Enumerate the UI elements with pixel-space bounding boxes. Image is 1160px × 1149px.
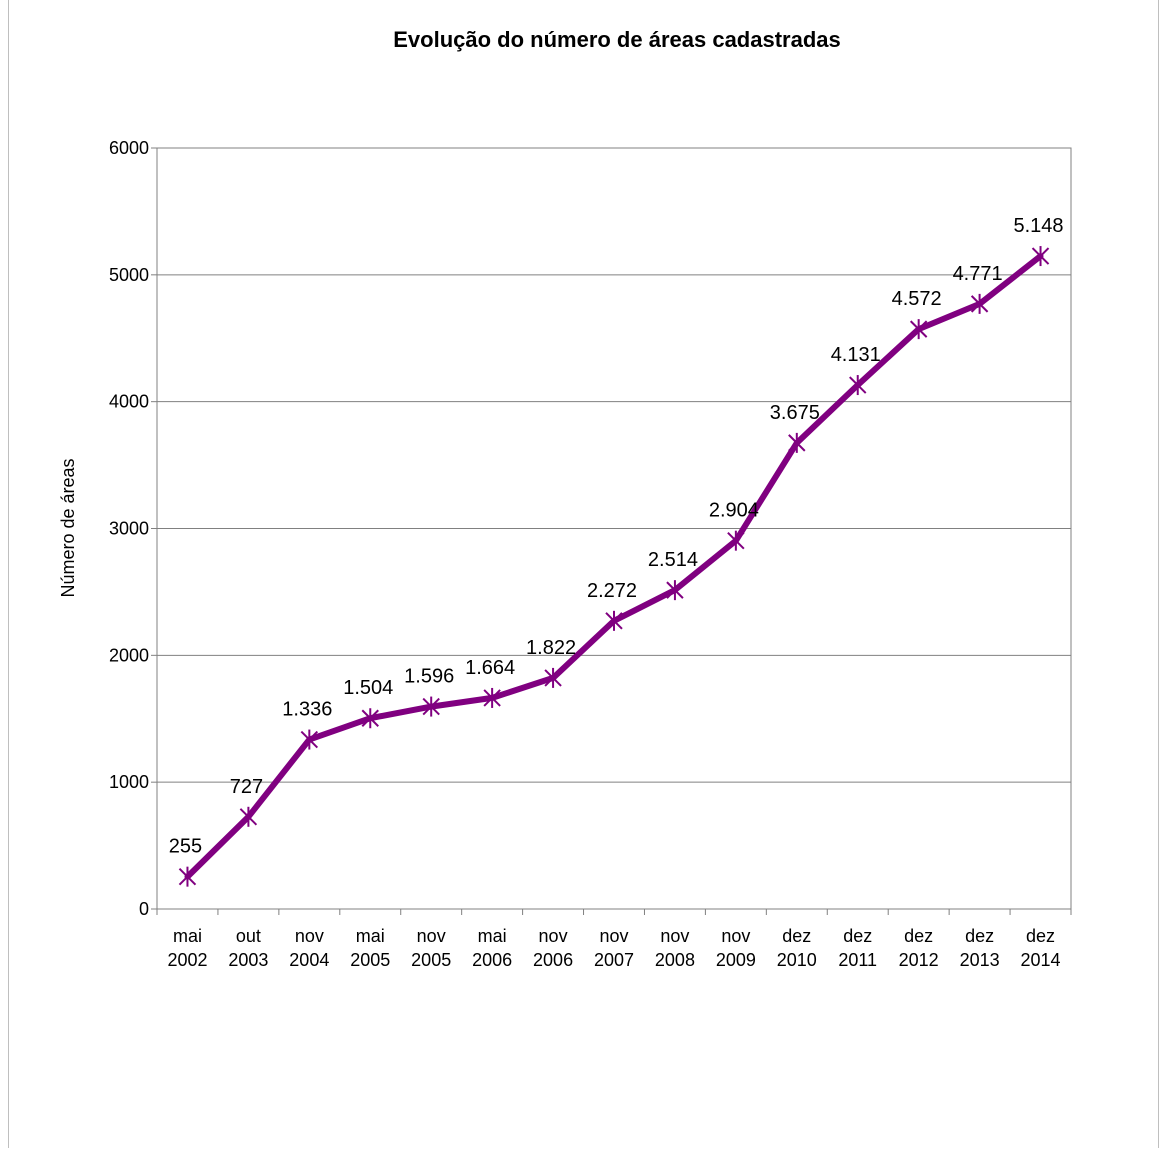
x-tick-label: dez 2012 <box>899 926 939 970</box>
data-point <box>483 687 501 708</box>
data-point <box>909 319 928 340</box>
x-axis-tick-labels: mai 2002 out 2003 nov 2004 mai 2005 nov 2005 mai 20… <box>167 926 1060 970</box>
data-label: 2.904 <box>709 500 759 522</box>
data-label: 1.664 <box>465 657 515 679</box>
data-label: 2.272 <box>587 580 637 602</box>
data-point <box>970 293 989 314</box>
data-label: 1.336 <box>282 699 332 721</box>
data-point <box>422 696 440 717</box>
data-point <box>239 806 258 827</box>
data-label: 1.822 <box>526 637 576 659</box>
data-label: 4.572 <box>892 288 942 310</box>
data-point <box>605 610 623 631</box>
y-axis-label: Número de áreas <box>58 458 78 597</box>
data-point <box>1031 246 1050 267</box>
x-tick-label: nov 2009 <box>716 926 756 970</box>
data-point <box>727 530 745 551</box>
data-label: 255 <box>169 836 202 858</box>
data-label: 2.514 <box>648 549 698 571</box>
y-tick-label: 4000 <box>109 392 149 412</box>
x-tick-label: nov 2005 <box>411 926 451 970</box>
y-axis-tick-labels: 0 1000 2000 3000 4000 5000 6000 <box>109 138 149 919</box>
y-tick-label: 6000 <box>109 138 149 158</box>
y-tick-label: 0 <box>139 899 149 919</box>
data-point <box>788 432 806 453</box>
series-polyline <box>184 253 1044 880</box>
data-label: 727 <box>230 776 263 798</box>
series-line <box>184 253 1044 880</box>
data-point <box>361 708 379 729</box>
gridlines <box>157 147 1071 783</box>
data-point <box>666 580 684 601</box>
y-tick-label: 5000 <box>109 265 149 285</box>
data-label: 5.148 <box>1014 215 1064 237</box>
chart-frame <box>8 0 1159 1148</box>
y-tick-label: 3000 <box>109 519 149 539</box>
x-tick-label: dez 2010 <box>777 926 817 970</box>
x-tick-label: nov 2006 <box>533 926 573 970</box>
data-label: 3.675 <box>770 402 820 424</box>
data-label: 1.596 <box>404 666 454 688</box>
data-point <box>849 375 867 396</box>
axes <box>151 147 1072 915</box>
x-tick-label: dez 2014 <box>1021 926 1061 970</box>
x-tick-label: nov 2007 <box>594 926 634 970</box>
series-markers <box>178 246 1050 887</box>
y-tick-label: 2000 <box>109 645 149 665</box>
x-tick-label: mai 2005 <box>350 926 390 970</box>
x-tick-label: dez 2013 <box>960 926 1000 970</box>
x-tick-label: out 2003 <box>228 926 268 970</box>
data-label: 4.131 <box>831 344 881 366</box>
y-tick-label: 1000 <box>109 772 149 792</box>
data-label: 1.504 <box>343 677 393 699</box>
data-point <box>300 729 319 750</box>
data-labels: 255 727 1.336 1.504 1.596 1.664 1.822 2.272 2.51… <box>169 215 1064 858</box>
x-tick-label: dez 2011 <box>838 926 877 970</box>
data-label: 4.771 <box>953 263 1003 285</box>
chart-title: Evolução do número de áreas cadastradas <box>393 27 841 52</box>
x-tick-label: nov 2008 <box>655 926 695 970</box>
data-point <box>178 866 197 887</box>
x-tick-label: mai 2002 <box>167 926 207 970</box>
data-point <box>544 667 562 688</box>
x-tick-label: mai 2006 <box>472 926 512 970</box>
x-tick-label: nov 2004 <box>289 926 329 970</box>
